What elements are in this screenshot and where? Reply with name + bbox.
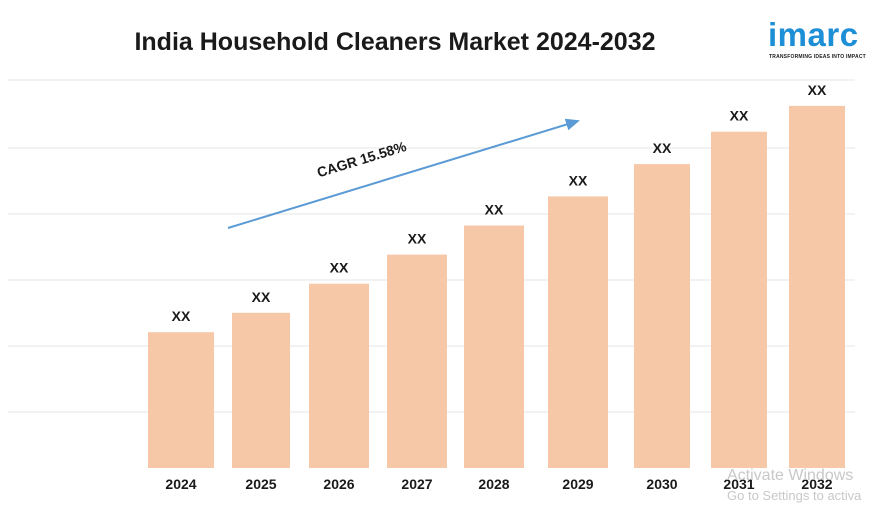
x-tick-2031: 2031 [723,476,754,492]
value-label-2032: XX [808,82,827,98]
bar-2031 [711,131,767,468]
logo-wordmark: imarc [768,16,859,53]
chart-title: India Household Cleaners Market 2024-203… [134,28,656,56]
value-label-2029: XX [569,172,588,188]
bar-2029 [548,196,608,468]
imarc-logo: imarc TRANSFORMING IDEAS INTO IMPACT [768,16,874,66]
x-tick-2028: 2028 [478,476,509,492]
bar-2024 [148,332,214,468]
value-label-2031: XX [730,108,749,124]
value-label-2027: XX [408,231,427,247]
x-tick-2027: 2027 [401,476,432,492]
x-tick-labels: 2024 2025 2026 2027 2028 2029 2030 2031 2032 [165,476,832,492]
value-label-2028: XX [485,202,504,218]
cagr-arrow [227,118,580,229]
x-tick-2026: 2026 [323,476,354,492]
bars [148,105,845,469]
bar-2028 [464,225,524,468]
value-label-2026: XX [330,260,349,276]
watermark-line2: Go to Settings to activa [727,488,862,503]
bar-2026 [309,283,369,468]
bar-2030 [634,164,690,469]
logo-tagline: TRANSFORMING IDEAS INTO IMPACT [769,54,866,60]
x-tick-2025: 2025 [245,476,276,492]
value-label-2030: XX [653,140,672,156]
value-label-2025: XX [252,289,271,305]
bar-2032 [789,105,845,468]
x-tick-2029: 2029 [562,476,593,492]
x-tick-2030: 2030 [646,476,677,492]
watermark-line1: Activate Windows [727,467,854,484]
value-labels: XX XX XX XX XX XX XX XX XX [172,82,827,324]
x-tick-2024: 2024 [165,476,196,492]
bar-2025 [232,312,290,468]
bar-2027 [387,254,447,468]
value-label-2024: XX [172,308,191,324]
cagr-annotation: CAGR 15.58% [315,138,409,181]
x-tick-2032: 2032 [801,476,832,492]
activation-watermark: Activate Windows Go to Settings to activ… [727,466,861,506]
